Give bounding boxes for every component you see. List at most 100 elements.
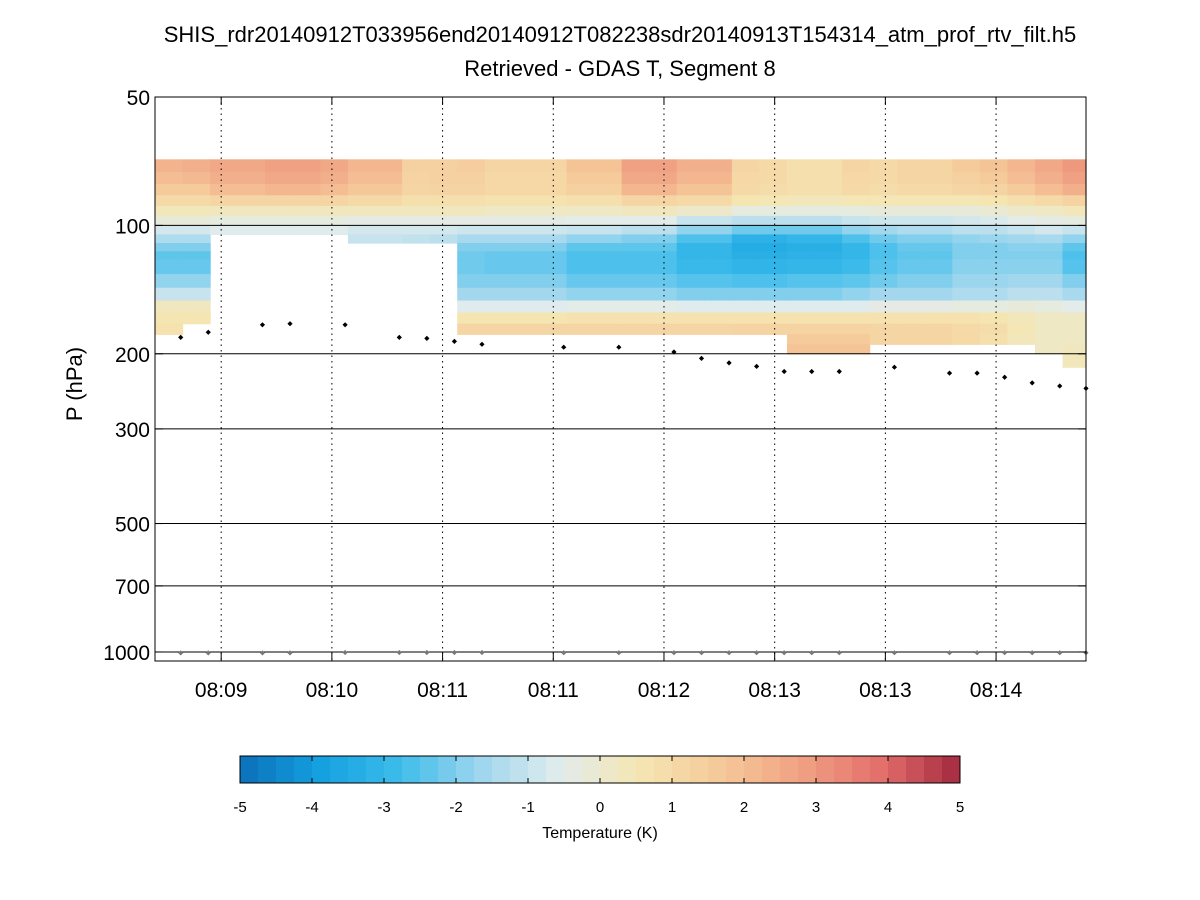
- heatmap-cell: [512, 259, 568, 275]
- colorbar-swatch: [690, 756, 709, 783]
- heatmap-cell: [594, 287, 623, 302]
- heatmap-cell: [924, 159, 953, 173]
- tropopause-marker: [726, 360, 732, 366]
- surface-marker: [479, 649, 485, 656]
- heatmap-cell: [897, 243, 926, 252]
- heatmap-cell: [457, 234, 486, 244]
- colorbar-swatch: [258, 756, 277, 783]
- heatmap-cell: [402, 215, 431, 226]
- heatmap-cell: [237, 159, 266, 173]
- heatmap-cell: [182, 251, 211, 260]
- heatmap-cell: [704, 312, 733, 325]
- heatmap-cell: [457, 172, 486, 185]
- heatmap-cell: [786, 334, 816, 345]
- heatmap-cell: [512, 184, 568, 196]
- tropopause-marker: [781, 368, 787, 375]
- chart-subtitle: Retrieved - GDAS T, Segment 8: [464, 56, 775, 81]
- heatmap-cell: [1034, 184, 1064, 196]
- heatmap-cell: [621, 243, 650, 252]
- tropopause-marker: [946, 370, 953, 376]
- surface-marker: [1057, 650, 1063, 656]
- heatmap-cell: [1034, 259, 1064, 275]
- heatmap-cell: [210, 225, 239, 236]
- heatmap-cell: [869, 205, 898, 217]
- heatmap-cell: [979, 243, 1009, 252]
- heatmap-cell: [566, 312, 595, 325]
- heatmap-cell: [594, 159, 623, 173]
- colorbar-swatch: [438, 756, 457, 783]
- tropopause-marker: [698, 355, 705, 361]
- x-tick-label: 08:11: [417, 679, 468, 702]
- heatmap-cell: [566, 159, 595, 173]
- heatmap-cell: [814, 225, 843, 236]
- heatmap-cell: [402, 172, 431, 185]
- heatmap-cell: [731, 159, 761, 173]
- heatmap-cell: [704, 172, 733, 185]
- heatmap-cell: [842, 184, 871, 196]
- heatmap-cell: [842, 195, 871, 207]
- heatmap-cell: [1034, 251, 1064, 260]
- heatmap-cell: [512, 300, 568, 314]
- heatmap-cell: [621, 323, 650, 335]
- heatmap-cell: [649, 287, 678, 302]
- heatmap-cell: [704, 287, 733, 302]
- heatmap-cell: [759, 300, 788, 314]
- heatmap-cell: [731, 195, 761, 207]
- heatmap-cell: [512, 172, 568, 185]
- heatmap-cell: [814, 300, 843, 314]
- heatmap-cell: [786, 251, 816, 260]
- heatmap-cell: [1062, 334, 1087, 345]
- heatmap-cell: [457, 287, 486, 302]
- heatmap-cell: [786, 323, 816, 335]
- colorbar-swatch: [924, 756, 943, 783]
- heatmap-cell: [979, 323, 1009, 335]
- heatmap-cell: [237, 195, 266, 207]
- heatmap-cell: [1034, 300, 1064, 314]
- heatmap-cell: [1062, 234, 1087, 244]
- heatmap-cell: [1034, 172, 1064, 185]
- surface-marker: [974, 650, 980, 656]
- heatmap-cell: [704, 259, 733, 275]
- heatmap-cell: [759, 259, 788, 275]
- heatmap-cell: [759, 234, 788, 244]
- surface-marker: [396, 649, 402, 656]
- heatmap-cell: [429, 225, 458, 236]
- heatmap-cell: [759, 205, 788, 217]
- colorbar-tick-label: 3: [812, 799, 820, 816]
- heatmap-cell: [594, 312, 623, 325]
- colorbar-swatch: [510, 756, 529, 783]
- heatmap-cell: [842, 334, 871, 345]
- y-tick-label: 500: [115, 514, 150, 537]
- heatmap-cell: [182, 259, 211, 275]
- heatmap-cell: [155, 323, 184, 335]
- heatmap-cell: [237, 184, 266, 196]
- heatmap-cell: [676, 172, 705, 185]
- heatmap-cell: [814, 251, 843, 260]
- heatmap-cell: [566, 259, 595, 275]
- heatmap-cell: [1062, 205, 1087, 217]
- heatmap-cell: [731, 251, 761, 260]
- tropopause-marker: [1002, 374, 1008, 380]
- heatmap-cell: [1007, 300, 1036, 314]
- heatmap-cell: [347, 184, 403, 196]
- heatmap-cell: [786, 195, 816, 207]
- heatmap-cell: [924, 323, 953, 335]
- heatmap-cell: [786, 344, 816, 355]
- heatmap-cell: [979, 159, 1009, 173]
- heatmap-cell: [566, 300, 595, 314]
- colorbar-swatch: [420, 756, 439, 783]
- heatmap-cell: [621, 215, 650, 226]
- colorbar-tick-label: -1: [521, 799, 534, 816]
- surface-marker: [726, 650, 732, 656]
- heatmap-cell: [897, 225, 926, 236]
- heatmap-cell: [512, 195, 568, 207]
- colorbar-tick-label: -3: [377, 799, 390, 816]
- heatmap-cell: [676, 234, 705, 244]
- tropopause-marker: [1057, 383, 1063, 389]
- surface-marker: [946, 650, 953, 656]
- surface-marker: [287, 650, 293, 656]
- heatmap-cell: [759, 225, 788, 236]
- heatmap-cell: [621, 312, 650, 325]
- heatmap-cell: [155, 259, 184, 275]
